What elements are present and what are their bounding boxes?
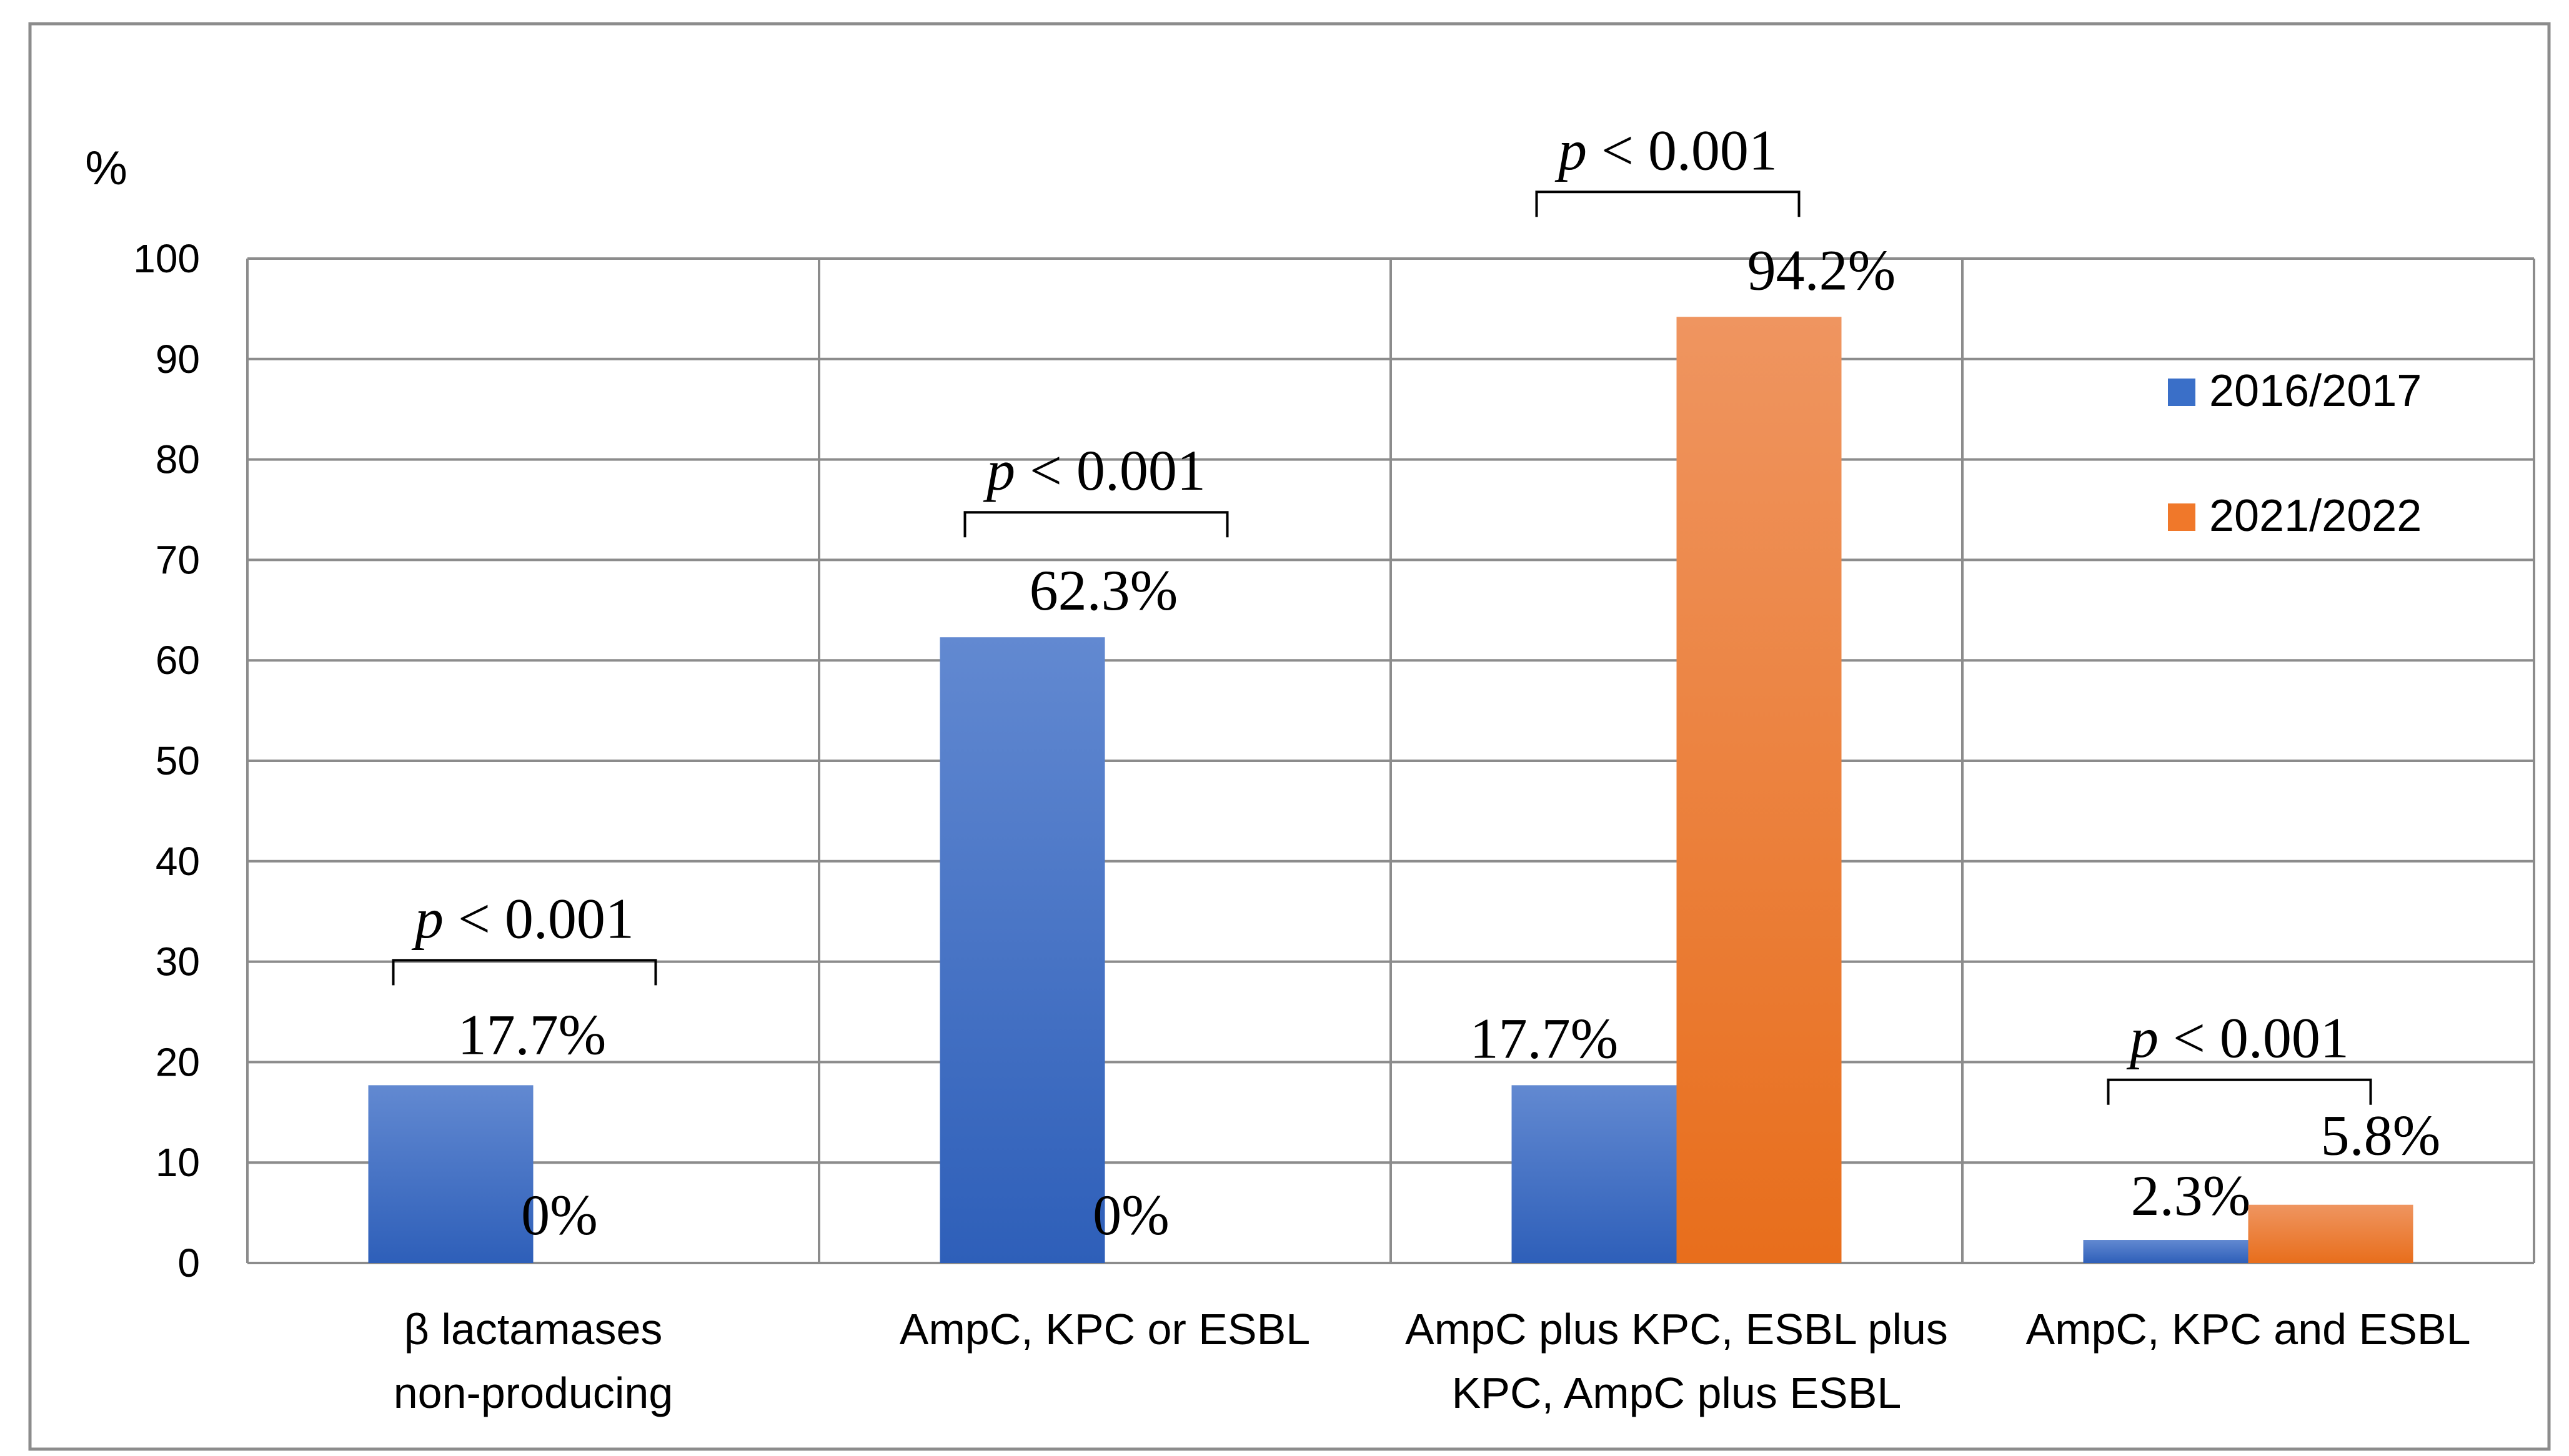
data-label: 94.2%: [1747, 238, 1896, 302]
data-label: 2.3%: [2131, 1164, 2251, 1227]
y-tick-label: 20: [156, 1039, 200, 1084]
significance-bracket: [1535, 191, 1801, 217]
y-tick-label: 40: [156, 839, 200, 884]
category-label: β lactamases: [404, 1305, 663, 1354]
category-label: KPC, AmpC plus ESBL: [1452, 1369, 1902, 1417]
bar-series1-cat0: [368, 1085, 534, 1263]
x-categories: β lactamases non-producing AmpC, KPC or ES…: [394, 1305, 2471, 1417]
y-tick-label: 0: [177, 1241, 200, 1285]
legend-label: 2021/2022: [2209, 491, 2422, 541]
y-tick-label: 60: [156, 638, 200, 683]
p-value-annotation: p < 0.001: [411, 886, 634, 950]
bars: 17.7% 0% 62.3% 0% 17.7% 94.2% 2.3% 5.8%: [368, 238, 2441, 1263]
y-tick-label: 30: [156, 939, 200, 984]
y-tick-label: 100: [133, 236, 200, 281]
legend-label: 2016/2017: [2209, 366, 2422, 416]
category-label: AmpC, KPC or ESBL: [900, 1305, 1310, 1354]
bar-series1-cat1: [940, 637, 1105, 1263]
bar-series2-cat3: [2248, 1204, 2413, 1263]
p-value-annotation: p < 0.001: [1554, 118, 1777, 182]
y-axis-label: %: [85, 142, 127, 195]
y-tick-label: 70: [156, 537, 200, 582]
data-label: 17.7%: [1470, 1006, 1619, 1070]
data-label: 0%: [521, 1183, 598, 1247]
y-tick-label: 10: [156, 1140, 200, 1185]
significance-bracket: [2107, 1078, 2372, 1105]
y-tick-label: 90: [156, 337, 200, 382]
data-label: 17.7%: [458, 1003, 607, 1066]
p-value-annotation: p < 0.001: [983, 438, 1206, 502]
y-tick-label: 50: [156, 738, 200, 783]
legend-swatch: [2168, 503, 2195, 531]
category-label: AmpC plus KPC, ESBL plus: [1405, 1305, 1948, 1354]
category-label: AmpC, KPC and ESBL: [2026, 1305, 2471, 1354]
significance-bracket: [392, 959, 657, 986]
y-tick-label: 80: [156, 437, 200, 482]
legend-swatch: [2168, 379, 2195, 406]
data-label: 5.8%: [2321, 1104, 2441, 1167]
annotations: p < 0.001 p < 0.001 p < 0.001 p < 0.001: [392, 118, 2372, 1105]
significance-bracket: [963, 511, 1229, 538]
y-ticks: 0 10 20 30 40 50 60 70 80 90 100: [133, 236, 200, 1285]
bar-series2-cat2: [1676, 317, 1842, 1263]
data-label: 62.3%: [1030, 558, 1178, 622]
category-label: non-producing: [394, 1369, 673, 1417]
p-value-annotation: p < 0.001: [2126, 1006, 2349, 1070]
bar-series1-cat3: [2083, 1240, 2248, 1263]
bar-series1-cat2: [1511, 1085, 1677, 1263]
data-label: 0%: [1093, 1183, 1170, 1247]
legend: 2016/2017 2021/2022: [2168, 366, 2422, 541]
